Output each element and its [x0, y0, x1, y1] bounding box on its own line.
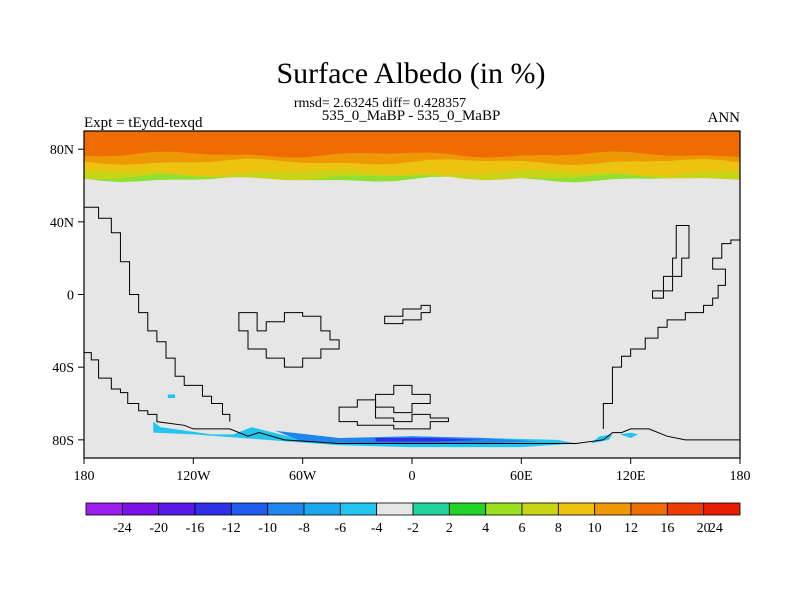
chart-subtitle: 535_0_MaBP - 535_0_MaBP	[322, 108, 501, 124]
colorbar-swatch	[448, 502, 487, 516]
colorbar-swatch	[594, 502, 632, 516]
x-tick-label: 120W	[176, 469, 211, 484]
colorbar-label: -12	[222, 521, 241, 536]
x-axis: 180 120W 60W 0 60E 120E 180	[74, 458, 751, 484]
coastline-1	[84, 352, 740, 444]
colorbar-swatch	[485, 502, 523, 516]
coastline-6	[338, 399, 449, 430]
colorbar-label: -24	[113, 521, 132, 536]
colorbar-swatch	[85, 502, 123, 516]
coastline-5	[375, 384, 431, 414]
y-tick-label: 40S	[52, 361, 74, 376]
y-tick-label: 0	[67, 289, 74, 304]
colorbar-label: -16	[186, 521, 205, 536]
colorbar-label: 6	[519, 521, 526, 536]
x-tick-label: 120E	[616, 469, 646, 484]
colorbar-swatch	[521, 502, 559, 516]
coastline-7	[652, 224, 690, 299]
colorbar-label: -4	[371, 521, 383, 536]
colorbar-label: 24	[709, 521, 723, 536]
colorbar-label: 20	[697, 521, 711, 536]
colorbar-swatch	[267, 502, 305, 516]
colorbar-label: -6	[334, 521, 346, 536]
x-tick-label: 180	[74, 469, 95, 484]
colorbar-swatch	[121, 502, 160, 516]
coastline-2	[84, 206, 231, 422]
colorbar-label: -2	[407, 521, 419, 536]
antarctic-anomaly-3	[375, 438, 485, 442]
colorbar-swatch	[412, 502, 450, 516]
x-tick-label: 60W	[289, 469, 317, 484]
colorbar-label: 12	[624, 521, 638, 536]
y-tick-label: 40N	[50, 216, 74, 231]
colorbar-swatch	[303, 502, 341, 516]
colorbar-swatch	[194, 502, 232, 516]
colorbar-swatch	[158, 502, 196, 516]
colorbar-label: -10	[258, 521, 277, 536]
colorbar-label: 4	[482, 521, 489, 536]
colorbar-swatch	[666, 502, 705, 516]
y-tick-label: 80N	[50, 143, 74, 158]
x-tick-label: 60E	[510, 469, 533, 484]
x-tick-label: 0	[409, 469, 416, 484]
y-tick-label: 80S	[52, 434, 74, 449]
arctic-band-5	[84, 131, 740, 158]
arctic-anomaly-bands	[84, 131, 740, 183]
chart-title: Surface Albedo (in %)	[276, 57, 545, 90]
colorbar-label: 10	[588, 521, 602, 536]
experiment-label: Expt = tEydd-texqd	[84, 115, 203, 131]
colorbar-swatch	[630, 502, 668, 516]
colorbar-swatch	[376, 502, 414, 516]
antarctic-anomaly-2	[275, 430, 540, 444]
coastline-8	[602, 239, 740, 429]
continent-outlines	[84, 206, 740, 444]
coastline-4	[384, 304, 431, 325]
antarctic-anomaly-5	[619, 432, 638, 439]
colorbar-swatch	[230, 502, 269, 516]
colorbar-label: -8	[298, 521, 310, 536]
colorbar-label: 16	[660, 521, 674, 536]
colorbar-label: 2	[446, 521, 453, 536]
antarctic-anomaly-6	[167, 394, 176, 399]
y-axis: 80N 40N 0 40S 80S	[50, 143, 84, 449]
colorbar-swatch	[557, 502, 596, 516]
colorbar-label: 8	[555, 521, 562, 536]
stats-line: rmsd= 2.63245 diff= 0.428357	[294, 96, 466, 111]
colorbar-swatch	[339, 502, 378, 516]
colorbar-label: -20	[149, 521, 168, 536]
colorbar-swatch	[703, 502, 741, 516]
season-label: ANN	[708, 110, 741, 126]
x-tick-label: 180	[730, 469, 751, 484]
coastline-3	[238, 312, 340, 368]
